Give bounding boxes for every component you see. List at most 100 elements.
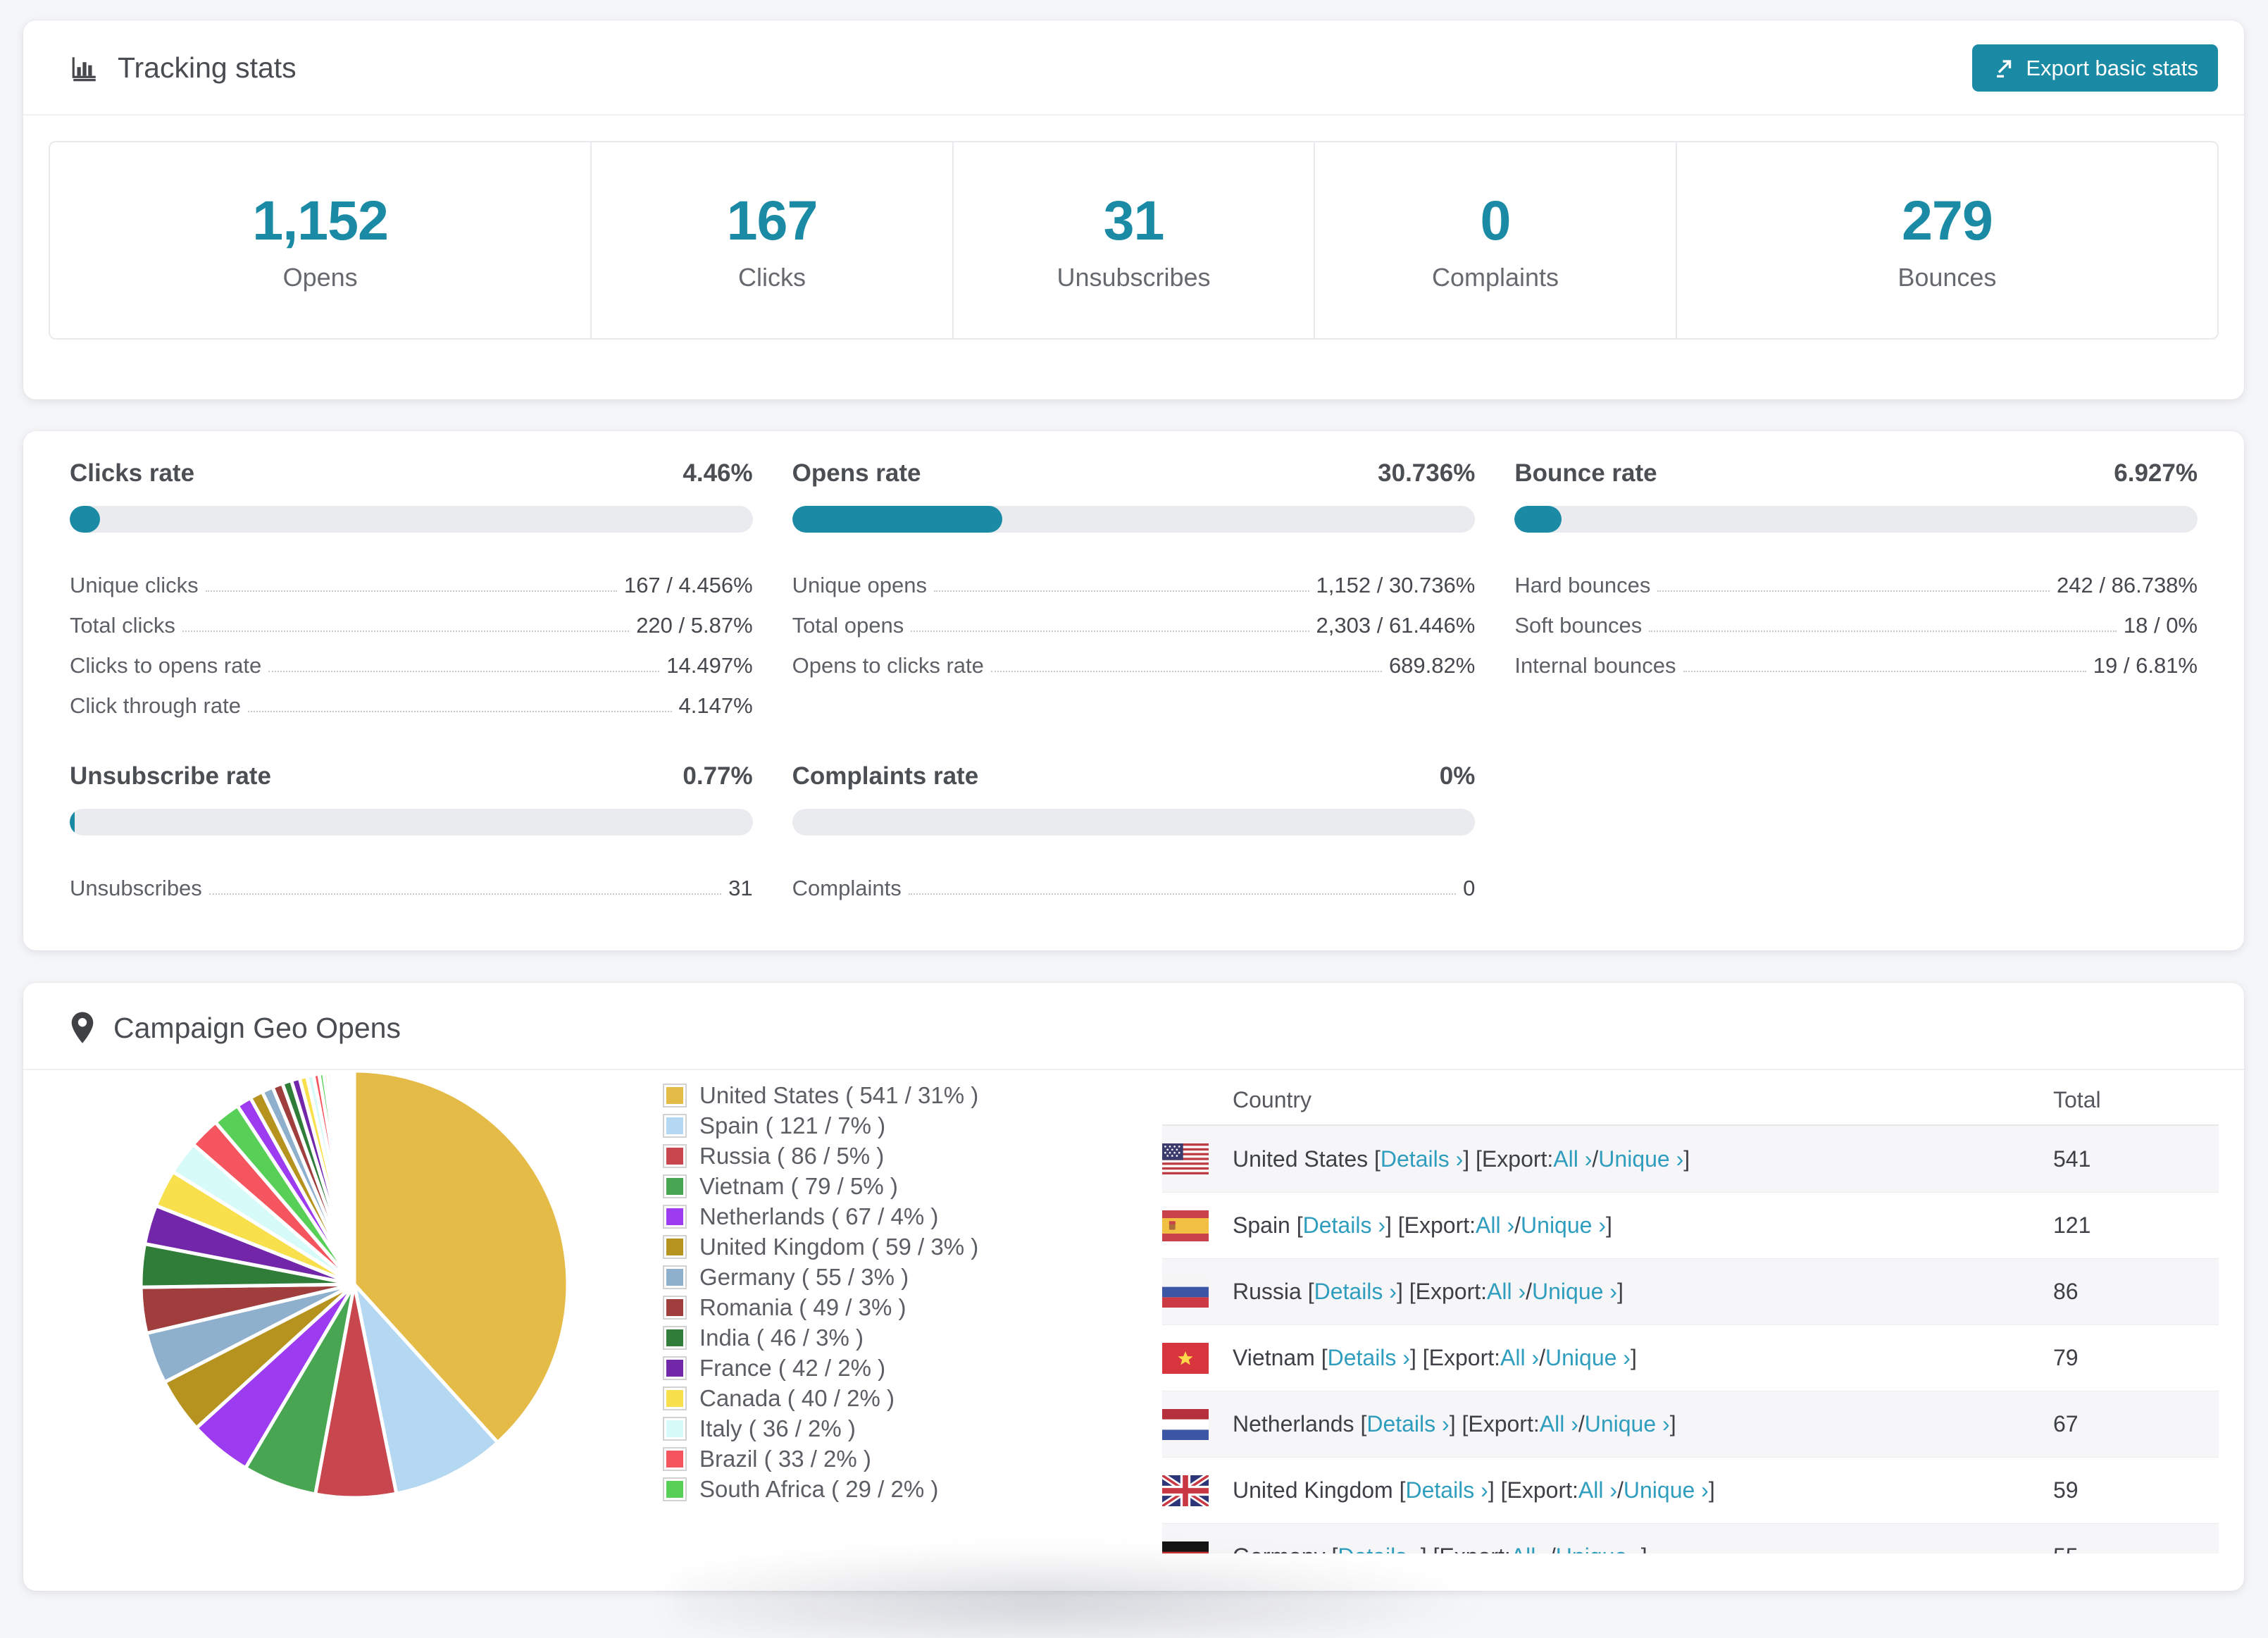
rate-detail-row: Internal bounces 19 / 6.81%	[1514, 638, 2198, 678]
progress-bar	[1514, 506, 2198, 533]
legend-swatch	[663, 1326, 687, 1350]
export-all-link[interactable]: All ›	[1511, 1544, 1550, 1553]
legend-label: France ( 42 / 2% )	[699, 1355, 885, 1382]
export-all-link[interactable]: All ›	[1553, 1146, 1592, 1172]
legend-item: United Kingdom ( 59 / 3% )	[663, 1231, 978, 1262]
legend-item: Russia ( 86 / 5% )	[663, 1141, 978, 1171]
legend-item: Canada ( 40 / 2% )	[663, 1383, 978, 1413]
geo-header: Campaign Geo Opens	[23, 983, 2244, 1070]
details-link[interactable]: Details ›	[1405, 1477, 1488, 1503]
country-cell: Netherlands [Details ›] [Export: All › /…	[1162, 1409, 2053, 1440]
rate-detail-value: 18 / 0%	[2124, 613, 2198, 638]
legend-label: India ( 46 / 3% )	[699, 1324, 864, 1351]
table-row-us: United States [Details ›] [Export: All ›…	[1162, 1126, 2219, 1192]
rate-detail-value: 14.497%	[666, 653, 752, 678]
rate-title: Opens rate	[792, 459, 921, 488]
rate-detail-row: Unsubscribes 31	[70, 861, 753, 901]
export-unique-link[interactable]: Unique ›	[1624, 1477, 1709, 1503]
rate-detail-label: Internal bounces	[1514, 653, 1676, 678]
details-link[interactable]: Details ›	[1381, 1146, 1463, 1172]
export-unique-link[interactable]: Unique ›	[1545, 1345, 1631, 1371]
rate-detail-value: 19 / 6.81%	[2093, 653, 2198, 678]
bar-chart-icon	[70, 54, 99, 83]
rate-detail-row: Hard bounces 242 / 86.738%	[1514, 558, 2198, 598]
rate-detail-row: Clicks to opens rate 14.497%	[70, 638, 753, 678]
rate-detail-label: Unique opens	[792, 573, 927, 598]
legend-swatch	[663, 1447, 687, 1471]
legend-label: Vietnam ( 79 / 5% )	[699, 1173, 898, 1200]
rate-title: Clicks rate	[70, 459, 194, 488]
country-cell: United States [Details ›] [Export: All ›…	[1162, 1143, 2053, 1174]
us-flag-icon	[1162, 1143, 1209, 1174]
legend-swatch	[663, 1296, 687, 1320]
rate-detail-label: Complaints	[792, 876, 902, 901]
rate-detail-value: 167 / 4.456%	[624, 573, 753, 598]
legend-swatch	[663, 1144, 687, 1168]
legend-label: South Africa ( 29 / 2% )	[699, 1476, 938, 1503]
tracking-stats-card: Tracking stats Export basic stats 1,152 …	[23, 20, 2244, 399]
export-all-link[interactable]: All ›	[1578, 1477, 1617, 1503]
stat-value: 1,152	[252, 188, 388, 253]
export-unique-link[interactable]: Unique ›	[1585, 1411, 1670, 1437]
progress-bar-fill	[70, 809, 75, 836]
geo-title: Campaign Geo Opens	[113, 1012, 401, 1045]
dotted-leader	[209, 893, 721, 895]
rate-cell: Unsubscribe rate 0.77% Unsubscribes 31	[70, 762, 753, 901]
export-unique-link[interactable]: Unique ›	[1598, 1146, 1683, 1172]
rate-value: 6.927%	[2114, 459, 2198, 488]
geo-content: United States ( 541 / 31% ) Spain ( 121 …	[23, 1070, 2244, 1553]
dotted-leader	[206, 590, 617, 592]
stat-box-bounces: 279 Bounces	[1676, 141, 2219, 340]
stat-box-opens: 1,152 Opens	[49, 141, 592, 340]
dotted-leader	[909, 893, 1456, 895]
legend-item: Netherlands ( 67 / 4% )	[663, 1201, 978, 1231]
total-column-header: Total	[2053, 1087, 2219, 1113]
table-row-es: Spain [Details ›] [Export: All › / Uniqu…	[1162, 1192, 2219, 1258]
legend-swatch	[663, 1386, 687, 1410]
legend-label: Russia ( 86 / 5% )	[699, 1143, 884, 1169]
export-unique-link[interactable]: Unique ›	[1532, 1279, 1617, 1305]
export-all-link[interactable]: All ›	[1476, 1212, 1514, 1239]
country-cell: Spain [Details ›] [Export: All › / Uniqu…	[1162, 1210, 2053, 1241]
rate-detail-value: 4.147%	[679, 693, 753, 719]
rate-detail-label: Unique clicks	[70, 573, 199, 598]
legend-swatch	[663, 1205, 687, 1229]
gb-flag-icon	[1162, 1475, 1209, 1506]
legend-item: Spain ( 121 / 7% )	[663, 1110, 978, 1141]
export-all-link[interactable]: All ›	[1500, 1345, 1539, 1371]
progress-bar	[70, 809, 753, 836]
details-link[interactable]: Details ›	[1338, 1544, 1420, 1553]
progress-bar-fill	[1514, 506, 1562, 533]
details-link[interactable]: Details ›	[1366, 1411, 1449, 1437]
export-all-link[interactable]: All ›	[1540, 1411, 1578, 1437]
details-link[interactable]: Details ›	[1303, 1212, 1385, 1239]
rate-cell: Bounce rate 6.927% Hard bounces 242 / 86…	[1514, 459, 2198, 719]
rate-detail-value: 242 / 86.738%	[2057, 573, 2198, 598]
stat-value: 31	[1104, 188, 1164, 253]
rate-cell: Complaints rate 0% Complaints 0	[792, 762, 1476, 901]
dotted-leader	[182, 631, 629, 632]
stat-label: Complaints	[1432, 263, 1559, 292]
export-all-link[interactable]: All ›	[1487, 1279, 1526, 1305]
legend-label: United Kingdom ( 59 / 3% )	[699, 1234, 978, 1260]
geo-table: Country Total United States [Details ›] …	[1162, 1076, 2219, 1553]
total-cell: 55	[2053, 1544, 2219, 1553]
export-basic-stats-button[interactable]: Export basic stats	[1972, 44, 2218, 92]
export-unique-link[interactable]: Unique ›	[1556, 1544, 1641, 1553]
rate-detail-value: 0	[1463, 876, 1475, 901]
legend-item: South Africa ( 29 / 2% )	[663, 1474, 978, 1504]
progress-bar-fill	[792, 506, 1002, 533]
rate-title: Unsubscribe rate	[70, 762, 271, 790]
tracking-stats-header: Tracking stats Export basic stats	[23, 20, 2244, 116]
legend-item: Germany ( 55 / 3% )	[663, 1262, 978, 1292]
legend-swatch	[663, 1084, 687, 1107]
es-flag-icon	[1162, 1210, 1209, 1241]
details-link[interactable]: Details ›	[1314, 1279, 1397, 1305]
nl-flag-icon	[1162, 1409, 1209, 1440]
rate-title: Bounce rate	[1514, 459, 1657, 488]
details-link[interactable]: Details ›	[1328, 1345, 1410, 1371]
export-unique-link[interactable]: Unique ›	[1521, 1212, 1606, 1239]
legend-label: Brazil ( 33 / 2% )	[699, 1446, 871, 1472]
rate-cell: Clicks rate 4.46% Unique clicks 167 / 4.…	[70, 459, 753, 719]
rate-detail-label: Click through rate	[70, 693, 241, 719]
